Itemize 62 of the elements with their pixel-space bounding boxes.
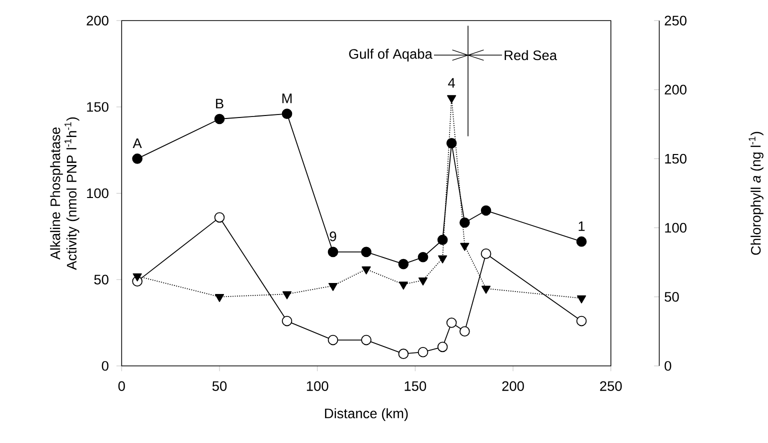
annotation: Red Sea bbox=[504, 50, 558, 60]
y2-tick-label: 200 bbox=[664, 84, 686, 94]
x-tick-label: 200 bbox=[502, 381, 524, 391]
point bbox=[362, 266, 371, 274]
point bbox=[132, 153, 142, 164]
y-tick-label: 150 bbox=[87, 102, 108, 112]
point bbox=[282, 108, 292, 119]
y2-tick-label: 100 bbox=[665, 222, 686, 232]
x-tick-label: 100 bbox=[306, 381, 328, 391]
point bbox=[460, 217, 470, 228]
annotation: B bbox=[216, 98, 224, 108]
x-tick-label: 250 bbox=[600, 381, 622, 391]
point bbox=[282, 291, 292, 300]
x-tick-label: 150 bbox=[404, 381, 426, 391]
point bbox=[460, 326, 470, 336]
point bbox=[446, 138, 457, 148]
x-axis-title: Distance (km) bbox=[325, 408, 408, 421]
point bbox=[576, 236, 587, 247]
y2-tick-label: 250 bbox=[664, 16, 686, 26]
point bbox=[480, 248, 492, 259]
point bbox=[328, 334, 338, 345]
y2-axis-title: Chlorophyll a (ng l$^{-1}$) bbox=[748, 132, 764, 255]
point bbox=[576, 295, 586, 304]
point bbox=[398, 348, 409, 359]
annotation: M bbox=[282, 93, 292, 103]
point bbox=[214, 294, 224, 302]
point bbox=[398, 281, 408, 290]
point bbox=[481, 286, 491, 294]
point bbox=[447, 94, 456, 103]
y-tick-label: 200 bbox=[86, 16, 108, 26]
y-tick-label: 50 bbox=[94, 274, 108, 284]
point bbox=[418, 252, 428, 262]
annotation: A bbox=[132, 138, 142, 148]
annotation: 4 bbox=[448, 78, 455, 88]
y2-tick-label: 50 bbox=[664, 292, 679, 302]
point bbox=[437, 342, 448, 352]
x-tick-label: 0 bbox=[118, 381, 125, 391]
point bbox=[361, 334, 372, 345]
point bbox=[438, 255, 448, 264]
y2-tick-label: 0 bbox=[664, 360, 672, 371]
point bbox=[576, 316, 587, 326]
point bbox=[460, 242, 470, 251]
annotation: 1 bbox=[578, 221, 585, 231]
point bbox=[446, 317, 457, 328]
annotation: 9 bbox=[330, 231, 336, 242]
point bbox=[282, 316, 292, 326]
point bbox=[214, 114, 225, 124]
point bbox=[480, 205, 492, 216]
y2-tick-label: 150 bbox=[665, 154, 686, 164]
point bbox=[214, 212, 225, 222]
x-tick-label: 50 bbox=[212, 381, 227, 391]
point bbox=[418, 346, 428, 358]
annotation: Gulf of Aqaba bbox=[349, 48, 432, 62]
point bbox=[437, 234, 448, 245]
point bbox=[361, 246, 372, 257]
point bbox=[132, 273, 142, 282]
point bbox=[328, 282, 338, 291]
point bbox=[398, 258, 409, 270]
point bbox=[328, 246, 338, 257]
point bbox=[418, 277, 428, 286]
y-tick-label: 0 bbox=[102, 360, 108, 371]
y-tick-label: 100 bbox=[87, 188, 108, 198]
